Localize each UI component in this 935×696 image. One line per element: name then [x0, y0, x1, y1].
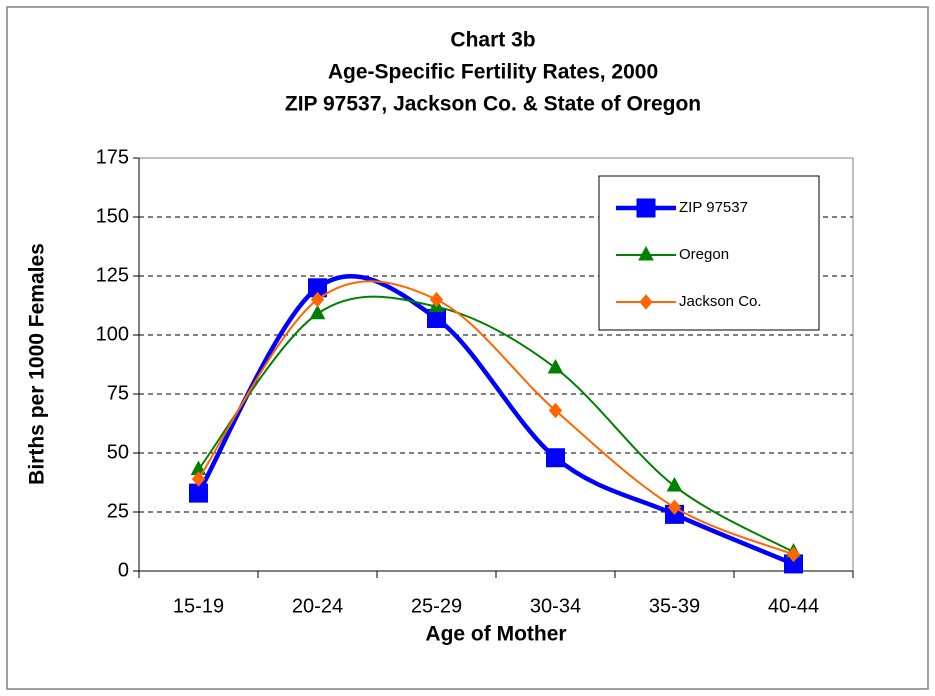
legend-label: ZIP 97537	[679, 199, 748, 216]
data-point	[310, 291, 325, 308]
y-tick-label: 150	[96, 205, 129, 227]
data-point	[667, 499, 682, 516]
series-line	[197, 280, 794, 556]
legend-label: Jackson Co.	[679, 293, 762, 310]
data-point	[786, 546, 801, 563]
y-tick-label: 0	[118, 559, 129, 581]
x-tick-label: 35-39	[649, 595, 700, 617]
y-tick-label: 25	[107, 500, 129, 522]
y-tick-label: 100	[96, 323, 129, 345]
legend-marker	[638, 245, 654, 261]
legend-box	[598, 175, 820, 331]
y-axis-title: Births per 1000 Females	[26, 243, 49, 485]
x-axis-title: Age of Mother	[425, 623, 566, 646]
x-tick-label: 30-34	[530, 595, 581, 617]
data-point	[309, 304, 326, 320]
data-point	[666, 476, 683, 492]
x-tick-label: 20-24	[292, 595, 343, 617]
data-point	[427, 308, 446, 328]
data-point	[191, 471, 206, 487]
chart-title: Chart 3b	[450, 29, 535, 52]
legend-marker	[636, 198, 656, 218]
x-tick-label: 25-29	[411, 595, 462, 617]
data-point	[547, 358, 564, 374]
chart-title: ZIP 97537, Jackson Co. & State of Oregon	[285, 93, 701, 116]
y-tick-label: 175	[96, 146, 129, 168]
data-point	[546, 448, 565, 468]
y-tick-label: 50	[107, 441, 129, 463]
x-tick-label: 15-19	[173, 595, 224, 617]
data-point	[548, 402, 563, 419]
data-point	[189, 483, 208, 503]
x-tick-label: 40-44	[768, 595, 819, 617]
legend-label: Oregon	[679, 246, 729, 263]
y-tick-label: 125	[96, 264, 129, 286]
y-tick-label: 75	[107, 382, 129, 404]
data-point	[429, 291, 444, 308]
chart-title: Age-Specific Fertility Rates, 2000	[328, 61, 658, 84]
legend-marker	[639, 294, 653, 310]
